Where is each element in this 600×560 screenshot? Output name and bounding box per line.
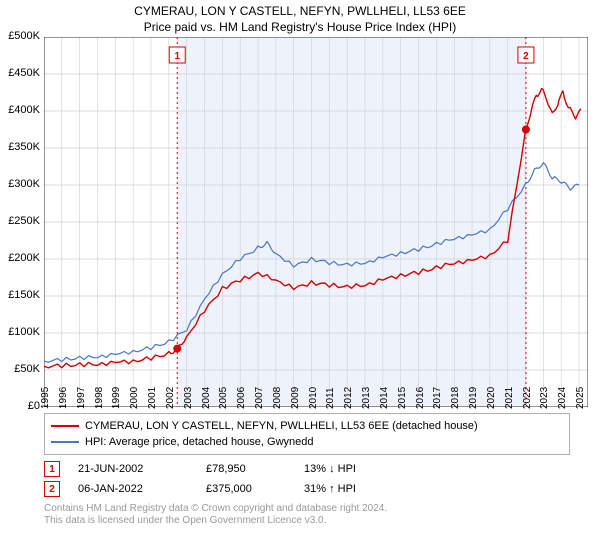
xtick-label: 2002 bbox=[165, 387, 176, 409]
xtick-label: 1997 bbox=[76, 387, 87, 409]
xtick-label: 2023 bbox=[539, 387, 550, 409]
ytick-label: £350K bbox=[8, 141, 40, 153]
event-2-date: 06-JAN-2022 bbox=[78, 483, 188, 495]
legend-label-hpi: HPI: Average price, detached house, Gwyn… bbox=[85, 436, 314, 448]
xtick-label: 2013 bbox=[361, 387, 372, 409]
event-2-delta: 31% ↑ HPI bbox=[304, 483, 356, 495]
xtick-label: 2015 bbox=[397, 387, 408, 409]
event-list: 1 21-JUN-2002 £78,950 13% ↓ HPI 2 06-JAN… bbox=[44, 459, 570, 499]
event-row-1: 1 21-JUN-2002 £78,950 13% ↓ HPI bbox=[44, 459, 570, 479]
svg-text:2: 2 bbox=[523, 51, 529, 62]
attribution-line1: Contains HM Land Registry data © Crown c… bbox=[44, 503, 570, 515]
xtick-label: 2008 bbox=[272, 387, 283, 409]
chart-title-line2: Price paid vs. HM Land Registry's House … bbox=[0, 20, 600, 36]
ytick-label: £300K bbox=[8, 178, 40, 190]
ytick-label: £500K bbox=[8, 30, 40, 42]
xtick-label: 2017 bbox=[432, 387, 443, 409]
event-marker-2-num: 2 bbox=[49, 484, 55, 495]
xtick-label: 2012 bbox=[343, 387, 354, 409]
event-marker-1-num: 1 bbox=[49, 464, 55, 475]
event-1-date: 21-JUN-2002 bbox=[78, 463, 188, 475]
xtick-label: 2025 bbox=[575, 387, 586, 409]
ytick-label: £200K bbox=[8, 252, 40, 264]
legend-row-subject: CYMERAU, LON Y CASTELL, NEFYN, PWLLHELI,… bbox=[51, 418, 563, 434]
event-1-delta: 13% ↓ HPI bbox=[304, 463, 356, 475]
event-marker-1: 1 bbox=[44, 461, 60, 477]
chart-title-block: CYMERAU, LON Y CASTELL, NEFYN, PWLLHELI,… bbox=[0, 0, 600, 37]
legend-label-subject: CYMERAU, LON Y CASTELL, NEFYN, PWLLHELI,… bbox=[85, 420, 478, 432]
xtick-label: 2006 bbox=[236, 387, 247, 409]
xtick-label: 2024 bbox=[557, 387, 568, 409]
ytick-label: £100K bbox=[8, 326, 40, 338]
xtick-label: 2018 bbox=[450, 387, 461, 409]
xtick-label: 2007 bbox=[254, 387, 265, 409]
xtick-label: 2019 bbox=[468, 387, 479, 409]
xtick-label: 1995 bbox=[40, 387, 51, 409]
event-1-price: £78,950 bbox=[206, 463, 286, 475]
ytick-label: £400K bbox=[8, 104, 40, 116]
xtick-label: 1999 bbox=[111, 387, 122, 409]
ytick-label: £450K bbox=[8, 67, 40, 79]
xtick-label: 2001 bbox=[147, 387, 158, 409]
ytick-label: £0 bbox=[28, 400, 40, 412]
xtick-label: 1998 bbox=[94, 387, 105, 409]
xtick-label: 2011 bbox=[325, 388, 336, 410]
xtick-label: 2016 bbox=[415, 387, 426, 409]
event-marker-2: 2 bbox=[44, 481, 60, 497]
xtick-label: 2022 bbox=[522, 387, 533, 409]
xtick-label: 2021 bbox=[504, 387, 515, 409]
legend: CYMERAU, LON Y CASTELL, NEFYN, PWLLHELI,… bbox=[44, 413, 570, 455]
attribution-line2: This data is licensed under the Open Gov… bbox=[44, 515, 570, 527]
xtick-label: 1996 bbox=[58, 387, 69, 409]
event-row-2: 2 06-JAN-2022 £375,000 31% ↑ HPI bbox=[44, 479, 570, 499]
svg-text:1: 1 bbox=[174, 51, 180, 62]
xtick-label: 2010 bbox=[308, 387, 319, 409]
xtick-label: 2004 bbox=[201, 387, 212, 409]
attribution: Contains HM Land Registry data © Crown c… bbox=[44, 503, 570, 527]
ytick-label: £150K bbox=[8, 289, 40, 301]
chart-title-line1: CYMERAU, LON Y CASTELL, NEFYN, PWLLHELI,… bbox=[0, 4, 600, 20]
xtick-label: 2005 bbox=[218, 387, 229, 409]
legend-swatch-hpi bbox=[51, 441, 79, 443]
ytick-label: £50K bbox=[14, 363, 40, 375]
event-2-price: £375,000 bbox=[206, 483, 286, 495]
xtick-label: 2003 bbox=[183, 387, 194, 409]
ytick-label: £250K bbox=[8, 215, 40, 227]
xtick-label: 2014 bbox=[379, 387, 390, 409]
line-chart: 12 bbox=[44, 37, 588, 407]
chart-area: 12 £0£50K£100K£150K£200K£250K£300K£350K£… bbox=[44, 37, 588, 407]
xtick-label: 2009 bbox=[290, 387, 301, 409]
xtick-label: 2000 bbox=[129, 387, 140, 409]
legend-swatch-subject bbox=[51, 425, 79, 427]
xtick-label: 2020 bbox=[486, 387, 497, 409]
legend-row-hpi: HPI: Average price, detached house, Gwyn… bbox=[51, 434, 563, 450]
